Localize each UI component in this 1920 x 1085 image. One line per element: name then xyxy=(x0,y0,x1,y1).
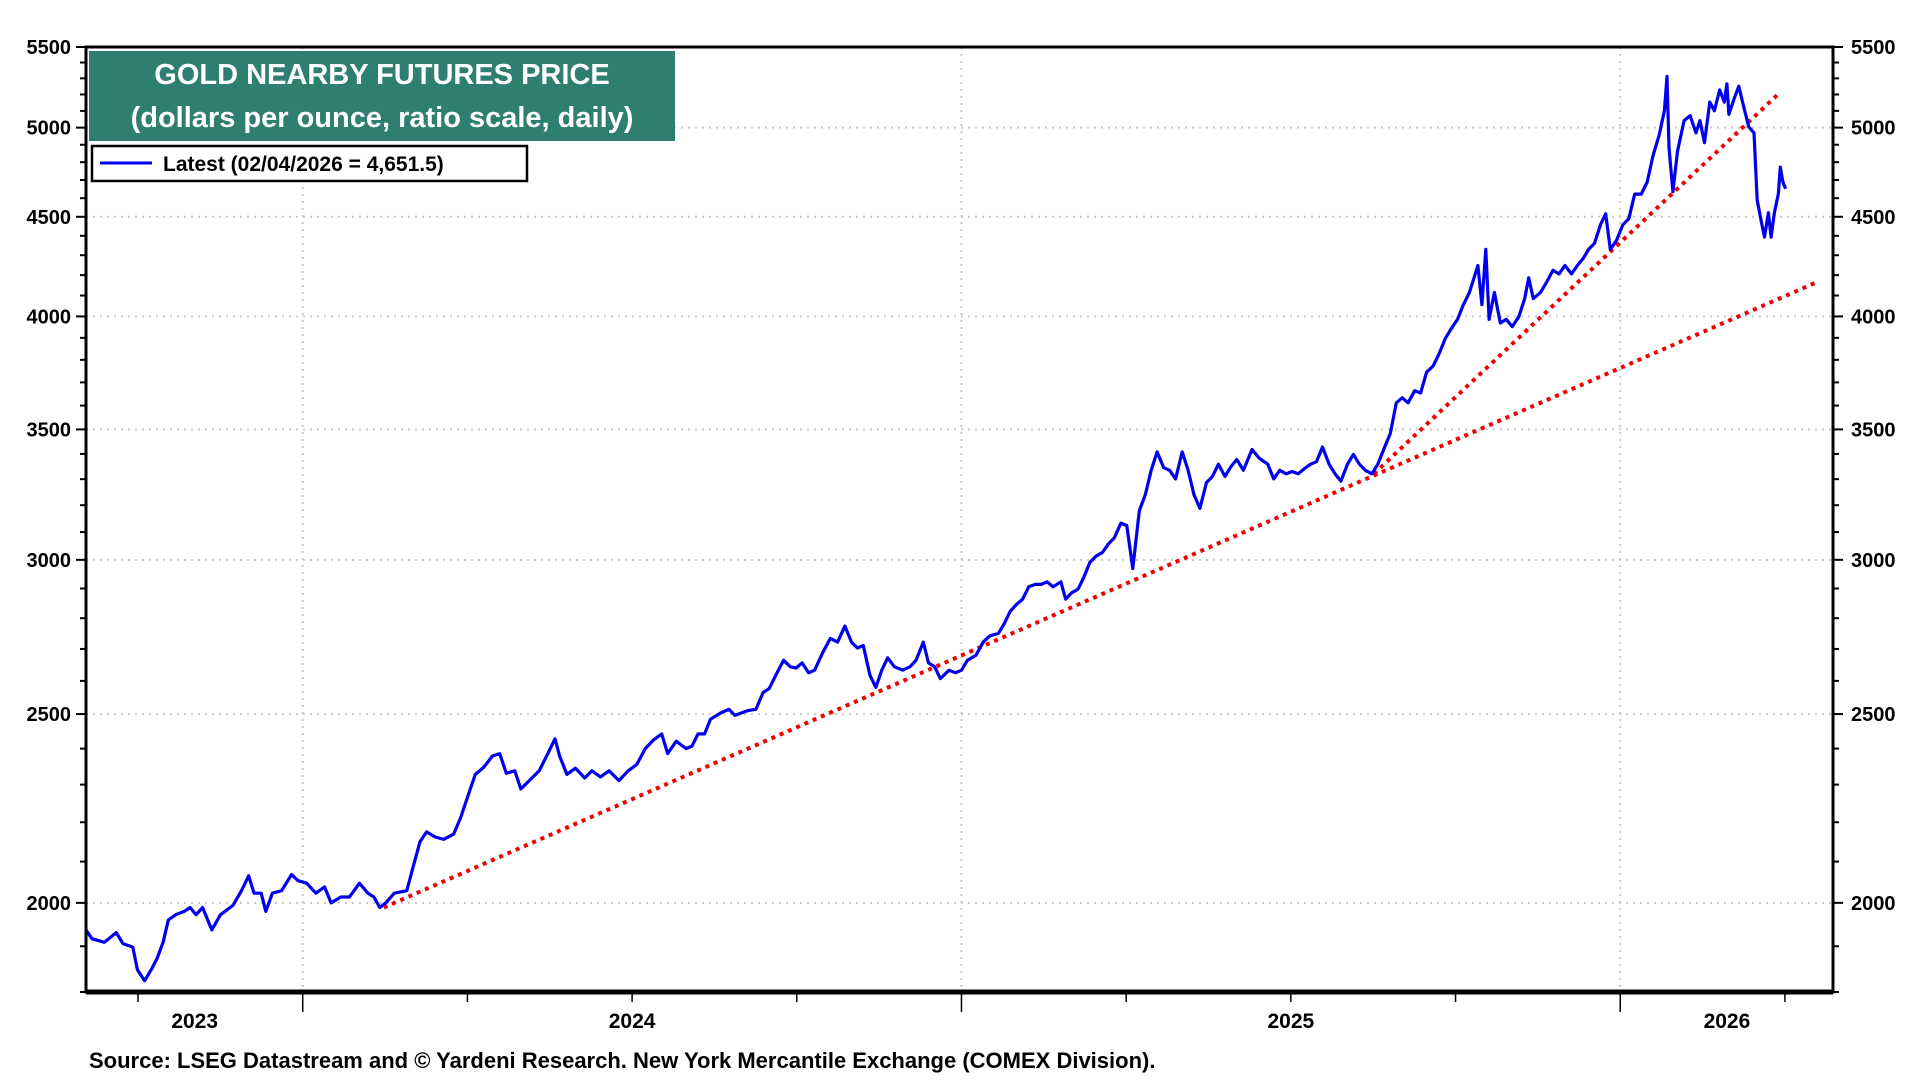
y-tick-label-left: 4500 xyxy=(27,207,72,229)
y-tick-label-left: 3000 xyxy=(27,550,72,572)
x-tick-label: 2024 xyxy=(609,1010,656,1033)
gridlines xyxy=(86,46,1833,992)
y-tick-label-left: 4000 xyxy=(27,306,72,328)
series-line xyxy=(84,74,1788,983)
y-tick-label-left: 5500 xyxy=(27,37,72,59)
x-tick-label: 2026 xyxy=(1704,1010,1751,1033)
y-tick-label-left: 2000 xyxy=(27,893,72,915)
x-tick-label: 2023 xyxy=(171,1010,218,1033)
plot-frame xyxy=(84,45,1835,994)
chart-subtitle: (dollars per ounce, ratio scale, daily) xyxy=(131,102,634,134)
y-tick-label-right: 3500 xyxy=(1851,419,1896,441)
y-tick-labels: 2000 2000 2500 2500 3000 3000 3500 3500 4000 4000… xyxy=(27,37,1896,915)
series-layer xyxy=(84,74,1788,983)
trendlines xyxy=(382,91,1817,910)
trendline xyxy=(1372,91,1782,476)
y-tick-label-right: 2500 xyxy=(1851,704,1896,726)
legend-box xyxy=(90,144,529,183)
y-tick-label-left: 5000 xyxy=(27,118,72,140)
y-tick-label-right: 5000 xyxy=(1851,118,1896,140)
y-tick-label-left: 3500 xyxy=(27,419,72,441)
source-note: Source: LSEG Datastream and © Yardeni Re… xyxy=(89,1048,1155,1073)
y-tick-label-left: 2500 xyxy=(27,704,72,726)
y-tick-label-right: 5500 xyxy=(1851,37,1896,59)
y-tick-label-right: 4000 xyxy=(1851,306,1896,328)
y-tick-label-right: 3000 xyxy=(1851,550,1896,572)
y-tick-label-right: 2000 xyxy=(1851,893,1896,915)
title-box xyxy=(89,51,675,141)
chart-title: GOLD NEARBY FUTURES PRICE xyxy=(154,59,609,91)
x-tick-labels: 2023 2024 2025 2026 xyxy=(171,1010,1750,1033)
axes xyxy=(76,45,1843,1012)
legend-label: Latest (02/04/2026 = 4,651.5) xyxy=(163,153,444,176)
y-tick-label-right: 4500 xyxy=(1851,207,1896,229)
legend: Latest (02/04/2026 = 4,651.5) xyxy=(90,144,529,183)
x-tick-label: 2025 xyxy=(1267,1010,1314,1033)
trendline xyxy=(382,280,1817,910)
